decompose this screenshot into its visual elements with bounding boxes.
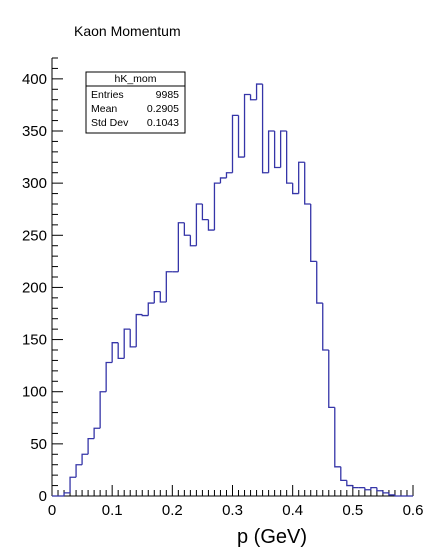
histogram-bin [117, 342, 125, 359]
histogram-bin [213, 182, 221, 231]
histogram-bin [123, 328, 131, 359]
y-tick-label: 50 [30, 436, 47, 453]
histogram-bin [322, 303, 329, 351]
y-tick-label: 300 [22, 175, 47, 192]
histogram-bin [376, 487, 383, 492]
x-tick-label: 0 [48, 502, 56, 519]
stats-box: hK_mom Entries 9985 Mean 0.2905 Std Dev … [85, 71, 186, 134]
y-tick-label: 250 [22, 227, 47, 244]
x-tick-label: 0.3 [222, 502, 243, 519]
y-tick-label: 200 [22, 279, 47, 296]
stats-box-name: hK_mom [114, 73, 156, 85]
histogram-bin [304, 162, 311, 205]
histogram-bin [316, 261, 323, 304]
histogram-bin [267, 130, 275, 173]
x-axis: 0 0.1 0.2 0.3 0.4 0.5 0.6 [48, 485, 424, 519]
histogram-bin [364, 487, 371, 491]
histogram-bin [153, 290, 161, 304]
x-tick-label: 0.1 [102, 502, 123, 519]
x-tick-label: 0.2 [162, 502, 183, 519]
x-tick-label: 0.5 [342, 502, 363, 519]
histogram-bin [328, 350, 335, 409]
histogram-bin [183, 222, 191, 236]
histogram-bin [189, 235, 197, 247]
x-tick-label: 0.6 [403, 502, 424, 519]
histogram-bin [346, 480, 353, 487]
histogram-bin [286, 131, 293, 184]
y-tick-label: 100 [22, 384, 47, 401]
histogram-bin [370, 487, 377, 490]
histogram-bin [87, 437, 95, 455]
y-axis: 0 50 100 150 200 250 300 350 400 [22, 57, 63, 505]
histogram-bin [243, 93, 251, 158]
histogram-bin [249, 94, 257, 101]
chart-title: Kaon Momentum [74, 23, 181, 39]
stats-value-mean: 0.2905 [147, 103, 179, 115]
histogram-bin [201, 204, 209, 221]
histogram-bin [394, 494, 401, 497]
histogram-bin [273, 131, 281, 169]
stats-label-mean: Mean [91, 103, 117, 115]
histogram-bin [99, 391, 107, 429]
stats-label-stddev: Std Dev [91, 117, 129, 129]
histogram-bin [279, 130, 287, 168]
y-tick-label: 150 [22, 332, 47, 349]
histogram-bin [382, 490, 389, 494]
y-tick-label: 400 [22, 71, 47, 88]
histogram-bin [69, 476, 77, 493]
x-axis-title: p (GeV) [237, 526, 307, 548]
histogram-bin [219, 177, 227, 184]
histogram-bin [225, 172, 233, 178]
histogram-bin [310, 204, 317, 263]
histogram-bin [298, 161, 305, 194]
histogram-bin [147, 302, 155, 316]
histogram-bin [135, 313, 143, 347]
histogram-bin [255, 83, 263, 100]
histogram-bin [141, 314, 149, 317]
stats-value-entries: 9985 [156, 89, 180, 101]
histogram-bin [111, 342, 119, 363]
histogram-bin [261, 84, 269, 174]
histogram-bin [177, 222, 185, 272]
histogram-bin [388, 492, 395, 496]
histogram-bins [52, 83, 413, 497]
stats-label-entries: Entries [91, 89, 124, 101]
stats-box-frame [85, 71, 186, 134]
histogram-bin [231, 114, 239, 173]
histogram-bin [105, 361, 113, 392]
y-tick-label: 0 [39, 488, 47, 505]
histogram-bin [75, 464, 83, 478]
histogram-bin [207, 219, 215, 231]
histogram-bin [195, 203, 203, 246]
histogram-bin [292, 183, 299, 195]
histogram-bin [159, 291, 167, 303]
stats-value-stddev: 0.1043 [147, 117, 179, 129]
histogram-bin [129, 329, 137, 348]
histogram-bin [334, 407, 341, 468]
x-tick-label: 0.4 [282, 502, 303, 519]
histogram-bin [93, 427, 101, 439]
y-tick-label: 350 [22, 123, 47, 140]
histogram-bin [237, 115, 245, 158]
histogram-bin [63, 492, 71, 496]
histogram-bin [81, 453, 89, 465]
histogram-bin [352, 485, 359, 489]
histogram-bin [340, 466, 347, 482]
histogram-bin [165, 271, 173, 303]
